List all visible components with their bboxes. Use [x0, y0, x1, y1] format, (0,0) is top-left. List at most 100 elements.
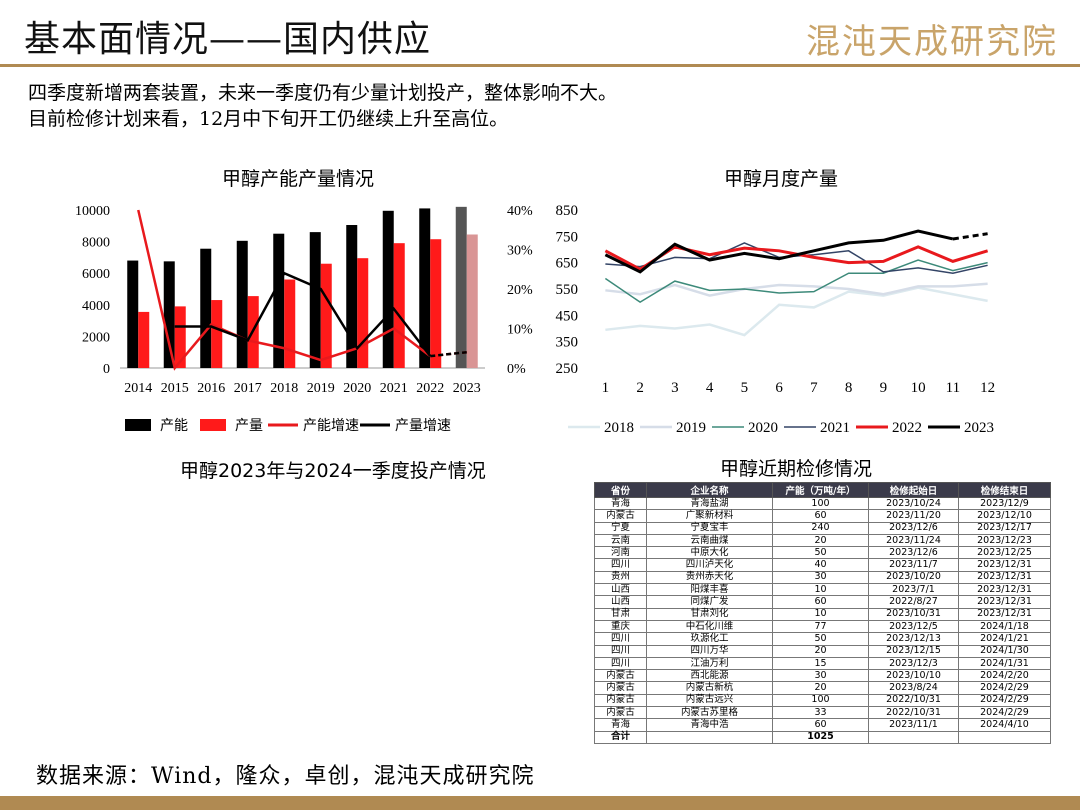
cell-province: 山西 [594, 583, 647, 597]
cell-end: 2024/4/10 [958, 718, 1051, 732]
cell-capacity: 30 [772, 669, 869, 683]
cell-company: 西北能源 [646, 669, 773, 683]
x-tick-label: 2014 [124, 381, 152, 396]
cell-province: 山西 [594, 595, 647, 609]
cell-start: 2022/10/31 [868, 693, 959, 708]
cell-end: 2024/1/31 [958, 656, 1051, 671]
capacity-output-chart: 0 2000 4000 6000 8000 10000 0% 10% 20% 30% 40% 2014… [75, 204, 533, 434]
cell-company: 内蒙古苏里格 [646, 706, 773, 720]
cell-end: 2024/1/21 [958, 632, 1051, 646]
capacity-bar [163, 261, 175, 368]
cell-company: 阳煤丰喜 [646, 583, 773, 597]
y2-tick-label: 30% [507, 244, 533, 259]
capacity-bar [127, 260, 139, 368]
table-row: 云南 云南曲煤 20 2023/11/24 2023/12/23 [594, 533, 1051, 548]
cell-end: 2023/12/31 [958, 595, 1051, 609]
capacity-bar [200, 248, 212, 368]
cell-end: 2023/12/31 [958, 607, 1051, 621]
cell-company: 江油万利 [646, 656, 773, 671]
series-line-2019 [605, 282, 988, 297]
col-header-end: 检修结束日 [958, 482, 1051, 498]
legend-label: 产能增速 [303, 418, 359, 434]
cell-province: 内蒙古 [594, 681, 647, 695]
cell-end: 2023/12/10 [958, 509, 1051, 523]
cell-capacity: 77 [772, 619, 869, 634]
cell-capacity: 60 [772, 595, 869, 609]
cell-start: 2023/12/6 [868, 521, 959, 535]
cell-end: 2023/12/31 [958, 558, 1051, 572]
table-row: 宁夏 宁夏宝丰 240 2023/12/6 2023/12/17 [594, 521, 1051, 535]
table-row: 甘肃 甘肃刘化 10 2023/10/31 2023/12/31 [594, 607, 1051, 621]
cell-company: 青海中浩 [646, 718, 773, 732]
cell-province: 甘肃 [594, 607, 647, 621]
legend-label: 产能 [160, 418, 188, 434]
y2-tick-label: 20% [507, 283, 533, 298]
data-source: 数据来源：Wind，隆众，卓创，混沌天成研究院 [36, 764, 535, 789]
table-row: 四川 四川泸天化 40 2023/11/7 2023/12/31 [594, 558, 1051, 572]
y-tick-label: 250 [556, 361, 579, 377]
y2-tick-label: 10% [507, 323, 533, 338]
bottom-left-title: 甲醇2023年与2024一季度投产情况 [180, 460, 486, 482]
x-tick-label: 2019 [307, 381, 335, 396]
series-line-2020 [604, 259, 988, 304]
cell-start: 2023/10/10 [868, 669, 959, 683]
series-line-2021 [605, 242, 988, 274]
cell-province: 贵州 [594, 570, 647, 585]
maintenance-table: 省份 企业名称 产能（万吨/年） 检修起始日 检修结束日 青海 青海盐湖 100 20… [594, 482, 1051, 744]
capacity-bar [346, 225, 358, 368]
cell-capacity: 60 [772, 718, 869, 732]
cell-company: 宁夏宝丰 [646, 521, 773, 535]
output-bar [430, 239, 442, 368]
table-row: 四川 玖源化工 50 2023/12/13 2024/1/21 [594, 632, 1051, 646]
legend-label: 2019 [676, 420, 706, 436]
cell-capacity: 30 [772, 570, 869, 585]
output-bar [174, 306, 186, 368]
intro-text: 四季度新增两套装置，未来一季度仍有少量计划投产，整体影响不大。 目前检修计划来看… [28, 80, 617, 132]
cell-capacity: 240 [772, 521, 869, 535]
capacity-bar [382, 210, 394, 368]
cell-end: 2024/2/29 [958, 693, 1051, 708]
output-bar [211, 300, 223, 368]
series-line-2023 [604, 229, 954, 274]
y2-tick-label: 0% [507, 362, 526, 377]
capacity-bar [236, 240, 248, 368]
cell-company: 玖源化工 [646, 632, 773, 646]
intro-line-1: 四季度新增两套装置，未来一季度仍有少量计划投产，整体影响不大。 [28, 82, 618, 104]
cell-capacity: 60 [772, 509, 869, 523]
cell-end: 2024/2/20 [958, 669, 1051, 683]
table-row: 贵州 贵州赤天化 30 2023/10/20 2023/12/31 [594, 570, 1051, 585]
x-tick-label: 5 [741, 380, 749, 396]
cell-province: 河南 [594, 546, 647, 560]
legend-label: 2020 [748, 420, 778, 436]
y-tick-label: 550 [556, 282, 579, 298]
x-tick-label: 10 [911, 380, 926, 396]
output-growth-forecast [430, 350, 467, 358]
legend-swatch [200, 419, 226, 431]
cell-capacity: 50 [772, 632, 869, 646]
x-tick-label: 2017 [234, 381, 262, 396]
cell-province: 宁夏 [594, 521, 647, 535]
cell-province: 四川 [594, 558, 647, 572]
x-tick-label: 6 [775, 380, 783, 396]
legend-label: 2018 [604, 420, 634, 436]
cell-province: 青海 [594, 496, 647, 511]
cell-company: 四川泸天化 [646, 558, 773, 572]
output-bar [284, 279, 296, 368]
x-tick-label: 3 [671, 380, 679, 396]
cell-province: 云南 [594, 533, 647, 548]
output-growth-line [174, 271, 432, 357]
cell-province: 内蒙古 [594, 509, 647, 523]
cell-province: 四川 [594, 644, 647, 658]
cell-start: 2023/11/20 [868, 509, 959, 523]
cell-capacity: 40 [772, 558, 869, 572]
y-tick-label: 750 [556, 229, 579, 245]
y-tick-label: 8000 [82, 236, 110, 251]
cell-capacity: 20 [772, 644, 869, 658]
cell-company: 贵州赤天化 [646, 570, 773, 585]
y-tick-label: 450 [556, 308, 579, 324]
cell-company: 内蒙古新杭 [646, 681, 773, 695]
cell-company: 四川万华 [646, 644, 773, 658]
capacity-chart-title: 甲醇产能产量情况 [222, 168, 375, 190]
capacity-bar [273, 233, 285, 368]
